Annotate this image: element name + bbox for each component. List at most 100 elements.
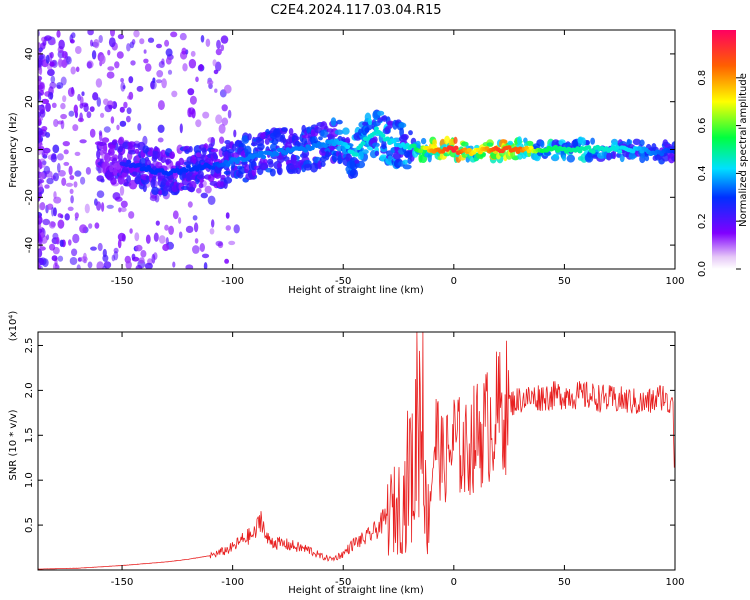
spectrogram-noise-blob: [86, 61, 92, 69]
spectrogram-noise-blob: [228, 240, 236, 246]
spectrogram-band-blob: [362, 149, 369, 155]
spectrogram-noise-blob: [99, 54, 106, 65]
spectrogram-ytick-label: -40: [24, 237, 35, 253]
snr-multiplier: (x10⁴): [8, 311, 19, 342]
spectrogram-band-blob: [257, 143, 265, 151]
spectrogram-noise-blob: [73, 104, 79, 114]
spectrogram-noise-blob: [39, 109, 46, 118]
spectrogram-noise-blob: [102, 265, 107, 269]
spectrogram-noise-blob: [38, 248, 43, 258]
spectrogram-noise-blob: [38, 162, 41, 173]
spectrogram-ylabel: Frequency (Hz): [8, 112, 19, 188]
snr-panel: -150 -100 -50 0 50 100 0.5 1.0 1.5 2.0 2.5 Height …: [8, 311, 685, 596]
spectrogram-band-blob: [523, 137, 528, 144]
spectrogram-noise-blob: [90, 39, 93, 47]
spectrogram-noise-blob: [77, 93, 81, 102]
spectrogram-noise-blob: [131, 253, 136, 260]
spectrogram-band-blob: [210, 148, 219, 153]
spectrogram-noise-blob: [71, 32, 76, 39]
spectrogram-noise-blob: [192, 245, 200, 254]
spectrogram-noise-blob: [126, 107, 132, 115]
spectrogram-noise-blob: [96, 97, 102, 107]
spectrogram-band-blob: [108, 144, 116, 149]
spectrogram-noise-blob: [179, 123, 183, 134]
spectrogram-noise-blob: [114, 61, 120, 69]
spectrogram-noise-blob: [215, 48, 222, 56]
spectrogram-ridge-mark: [617, 149, 623, 154]
snr-ytick-label: 1.5: [24, 427, 35, 443]
spectrogram-band-blob: [104, 152, 111, 163]
snr-xtick-label: -100: [221, 577, 244, 588]
spectrogram-noise-blob: [57, 213, 62, 218]
spectrogram-noise-blob: [75, 46, 82, 54]
spectrogram-noise-blob: [49, 81, 57, 89]
spectrogram-noise-blob: [52, 246, 60, 255]
spectrogram-noise-blob: [84, 203, 90, 214]
colorbar-ticks: 0.0 0.2 0.4 0.6 0.8: [697, 70, 741, 277]
spectrogram-ridge-mark: [354, 152, 359, 157]
spectrogram-noise-blob: [52, 144, 60, 154]
spectrogram-noise-blob: [60, 102, 66, 110]
spectrogram-noise-blob: [171, 90, 178, 98]
snr-marks: [38, 332, 675, 570]
spectrogram-band-blob: [342, 127, 350, 135]
spectrogram-band-blob: [269, 168, 276, 177]
spectrogram-noise-blob: [45, 132, 51, 138]
spectrogram-noise-blob: [68, 239, 72, 246]
spectrogram-noise-blob: [58, 170, 66, 177]
spectrogram-noise-blob: [156, 43, 162, 49]
spectrogram-noise-blob: [90, 246, 97, 251]
spectrogram-noise-blob: [69, 175, 75, 180]
spectrogram-noise-blob: [199, 64, 204, 70]
spectrogram-band-blob: [399, 122, 405, 129]
spectrogram-noise-blob: [74, 212, 79, 219]
spectrogram-band-blob: [367, 118, 373, 126]
spectrogram-band-blob: [197, 170, 204, 179]
spectrogram-noise-blob: [100, 112, 105, 118]
spectrogram-noise-blob: [117, 34, 124, 40]
spectrogram-noise-blob: [88, 223, 93, 229]
spectrogram-noise-blob: [157, 100, 165, 111]
snr-ytick-label: 2.5: [24, 338, 35, 354]
spectrogram-noise-blob: [44, 184, 50, 189]
spectrogram-noise-blob: [207, 137, 216, 143]
spectrogram-noise-blob: [225, 212, 230, 219]
snr-ytick-label: 2.0: [24, 382, 35, 398]
spectrogram-noise-blob: [120, 207, 127, 213]
colorbar-tick-label: 0.8: [697, 70, 708, 86]
spectrogram-noise-blob: [187, 88, 195, 96]
spectrogram-noise-blob: [61, 50, 68, 59]
spectrogram-ridge-mark: [258, 150, 264, 156]
spectrogram-band-blob: [402, 159, 408, 165]
spectrogram-ridge-mark: [183, 168, 189, 173]
spectrogram-noise-blob: [68, 110, 75, 117]
spectrogram-noise-blob: [50, 39, 56, 45]
spectrogram-noise-blob: [138, 257, 145, 264]
spectrogram-noise-blob: [98, 35, 103, 43]
colorbar-tick-label: 0.2: [697, 213, 708, 229]
spectrogram-noise-blob: [135, 264, 143, 269]
spectrogram-noise-blob: [140, 250, 147, 258]
spectrogram-noise-blob: [117, 232, 126, 242]
spectrogram-band-blob: [381, 140, 387, 150]
spectrogram-noise-blob: [62, 95, 67, 103]
spectrogram-noise-blob: [41, 98, 50, 104]
spectrogram-noise-blob: [95, 78, 103, 88]
colorbar-tick-label: 0.0: [697, 261, 708, 277]
spectrogram-noise-blob: [38, 179, 45, 184]
spectrogram-noise-blob: [62, 141, 70, 147]
spectrogram-noise-blob: [48, 221, 56, 229]
spectrogram-band-blob: [201, 147, 207, 153]
spectrogram-ticks: -150 -100 -50 0 50 100 -40 -20 0 20 40: [24, 30, 685, 287]
spectrogram-band-blob: [632, 138, 641, 145]
chart-title: C2E4.2024.117.03.04.R15: [270, 3, 441, 18]
spectrogram-noise-blob: [111, 254, 116, 262]
spectrogram-noise-blob: [106, 71, 115, 79]
spectrogram-noise-blob: [137, 123, 142, 131]
spectrogram-noise-blob: [156, 70, 164, 78]
spectrogram-noise-blob: [215, 240, 223, 247]
snr-ytick-label: 1.0: [24, 472, 35, 488]
spectrogram-noise-blob: [110, 30, 115, 37]
spectrogram-noise-blob: [185, 264, 194, 269]
spectrogram-noise-blob: [39, 171, 45, 181]
